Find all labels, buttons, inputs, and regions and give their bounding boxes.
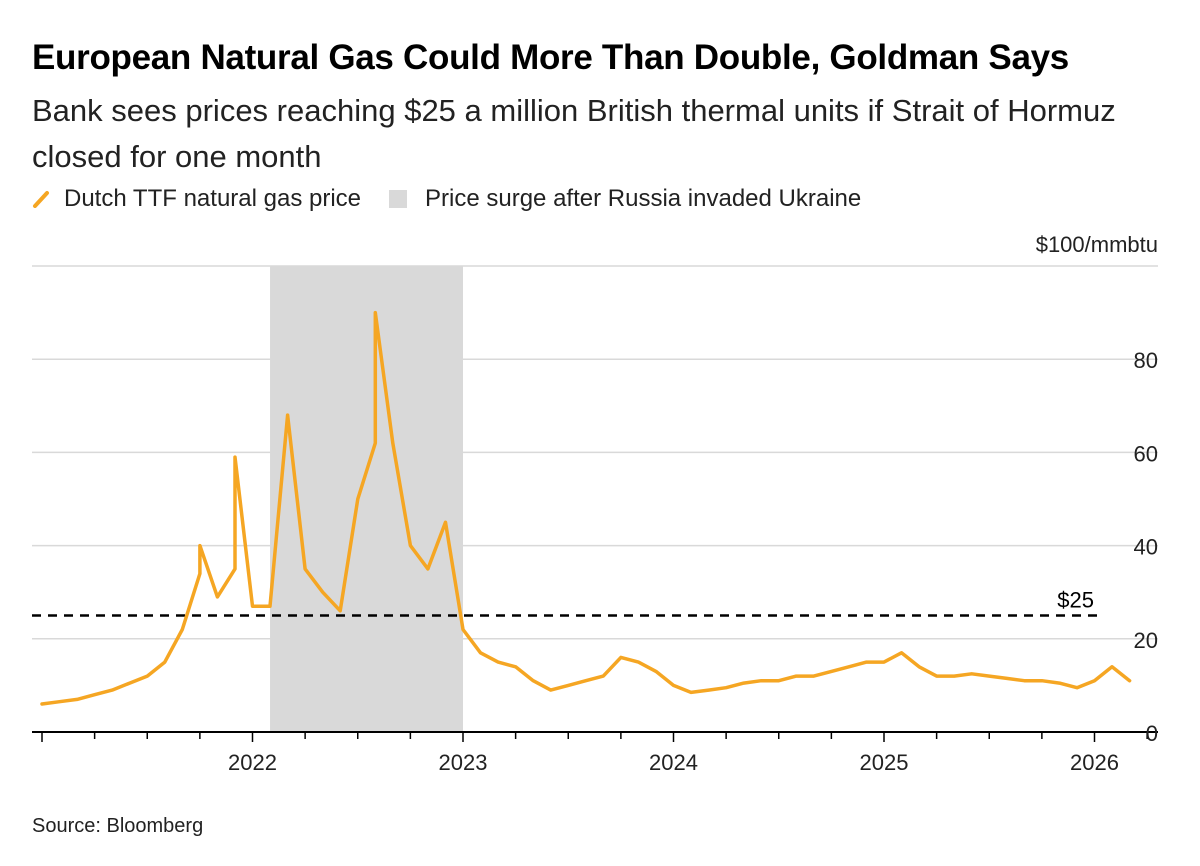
shaded-region	[270, 266, 463, 732]
reference-label: $25	[1057, 588, 1094, 613]
line-chart: $25 0 20 40 60 80 $100/mmbtu 2022 2023 2024 2025 2…	[32, 232, 1158, 775]
source-note: Source: Bloomberg	[32, 815, 204, 837]
x-tick-label: 2022	[228, 750, 277, 775]
series-line	[40, 310, 1132, 706]
x-tick-label: 2026	[1070, 750, 1119, 775]
unit-label: $100/mmbtu	[1036, 232, 1158, 257]
x-tick-label: 2023	[439, 750, 488, 775]
y-tick-label: 60	[1134, 441, 1158, 466]
legend: Dutch TTF natural gas price Price surge …	[32, 184, 889, 214]
line-swatch-icon	[33, 191, 49, 208]
legend-item-shade: Price surge after Russia invaded Ukraine	[389, 185, 861, 213]
shade-swatch-icon	[389, 190, 408, 208]
y-tick-label: 80	[1134, 348, 1158, 373]
legend-series-label: Dutch TTF natural gas price	[64, 185, 362, 212]
x-tick-label: 2024	[649, 750, 698, 775]
x-tick-label: 2025	[860, 750, 909, 775]
y-tick-label: 20	[1134, 628, 1158, 653]
y-tick-label: 40	[1134, 535, 1158, 560]
y-tick-label: 0	[1146, 721, 1158, 746]
legend-item-series: Dutch TTF natural gas price	[32, 185, 361, 213]
legend-shade-label: Price surge after Russia invaded Ukraine	[425, 185, 862, 212]
chart-title: European Natural Gas Could More Than Dou…	[32, 38, 1069, 77]
chart-subtitle: Bank sees prices reaching $25 a million …	[32, 93, 1116, 174]
